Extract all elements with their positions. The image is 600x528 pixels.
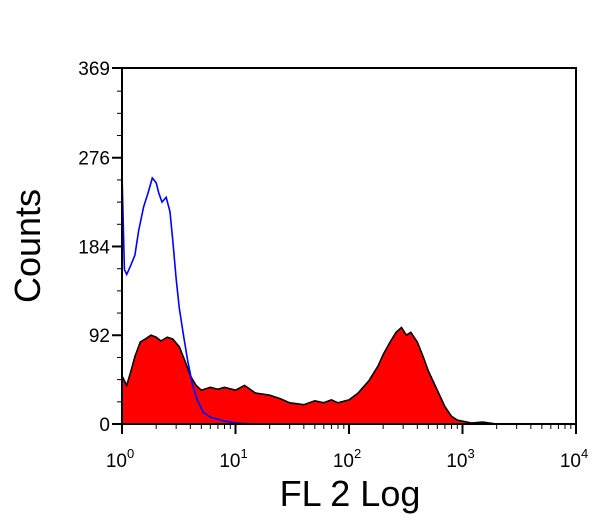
y-axis-title: Counts <box>7 189 48 303</box>
x-tick-label: 102 <box>333 446 361 472</box>
y-tick-label: 369 <box>78 59 110 80</box>
y-tick-label: 92 <box>89 326 110 347</box>
x-axis: 100 101 102 103 104 <box>106 424 588 472</box>
x-tick-label: 103 <box>446 446 474 472</box>
x-tick-label: 101 <box>219 446 247 472</box>
series-line <box>121 173 270 425</box>
x-axis-title: FL 2 Log <box>280 473 421 514</box>
x-tick-label: 100 <box>106 446 134 472</box>
series-fill-area <box>122 327 497 424</box>
y-axis: 0 92 184 276 369 <box>78 59 122 436</box>
x-tick-label: 104 <box>560 446 588 472</box>
y-tick-label: 184 <box>78 237 110 258</box>
series-layer <box>121 173 497 425</box>
y-tick-label: 276 <box>78 149 110 170</box>
series-outline <box>121 326 497 425</box>
y-tick-label: 0 <box>99 415 110 436</box>
